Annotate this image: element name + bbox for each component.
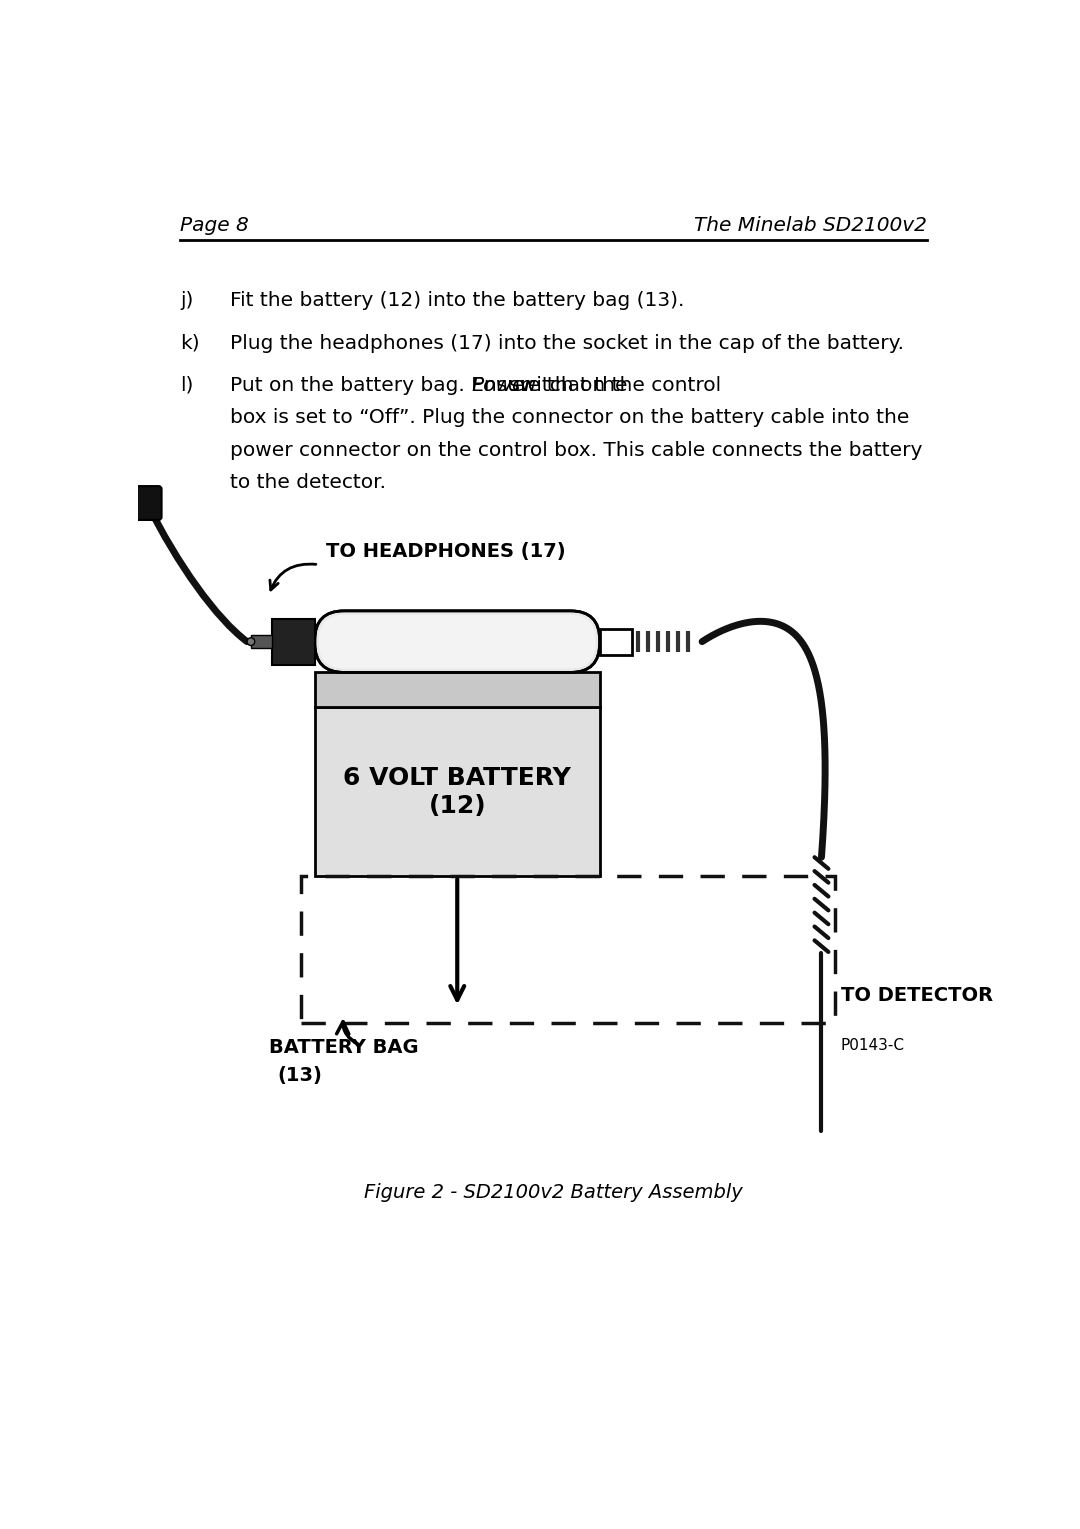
Text: Power: Power [472,376,534,394]
Text: (13): (13) [278,1066,323,1086]
Text: l): l) [180,376,193,394]
Text: 6 VOLT BATTERY
(12): 6 VOLT BATTERY (12) [343,766,571,818]
Text: power connector on the control box. This cable connects the battery: power connector on the control box. This… [230,440,922,460]
Text: k): k) [180,333,200,353]
Text: TO HEADPHONES (17): TO HEADPHONES (17) [326,541,566,561]
Circle shape [247,638,255,645]
Text: Put on the battery bag. Ensure that the: Put on the battery bag. Ensure that the [230,376,634,394]
Text: switch on the control: switch on the control [503,376,721,394]
Text: The Minelab SD2100v2: The Minelab SD2100v2 [694,216,927,235]
Text: to the detector.: to the detector. [230,472,387,492]
Text: j): j) [180,292,193,310]
FancyBboxPatch shape [314,610,599,673]
Bar [272,619,314,665]
Text: Fit the battery (12) into the battery bag (13).: Fit the battery (12) into the battery ba… [230,292,685,310]
Text: Plug the headphones (17) into the socket in the cap of the battery.: Plug the headphones (17) into the socket… [230,333,904,353]
FancyBboxPatch shape [319,615,596,668]
Text: Page 8: Page 8 [180,216,248,235]
Bar [301,876,835,1023]
Text: BATTERY BAG: BATTERY BAG [269,1038,418,1057]
Bar [599,628,632,654]
Bar [314,706,599,876]
Bar [314,673,599,706]
Text: P0143-C: P0143-C [840,1038,905,1053]
Text: Figure 2 - SD2100v2 Battery Assembly: Figure 2 - SD2100v2 Battery Assembly [364,1182,743,1202]
Bar [251,636,272,648]
Text: box is set to “Off”. Plug the connector on the battery cable into the: box is set to “Off”. Plug the connector … [230,408,909,427]
FancyBboxPatch shape [133,486,162,520]
Text: TO DETECTOR: TO DETECTOR [840,986,993,1006]
